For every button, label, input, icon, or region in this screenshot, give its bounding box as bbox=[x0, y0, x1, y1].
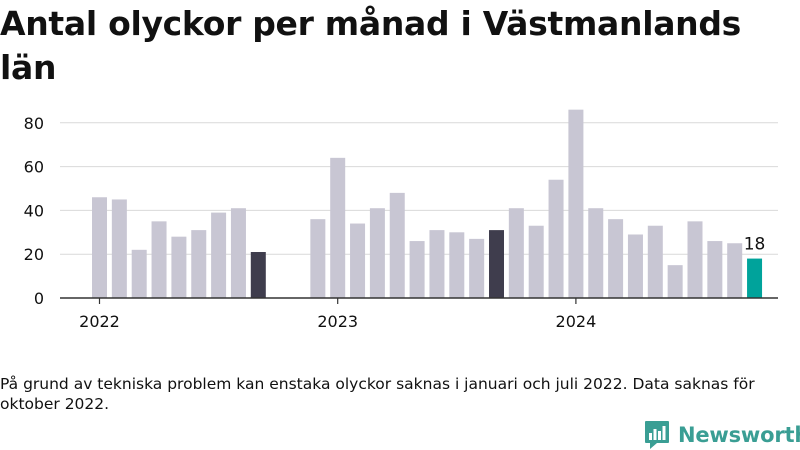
bar bbox=[429, 230, 445, 298]
bar bbox=[111, 199, 127, 298]
y-tick-label: 0 bbox=[34, 289, 44, 308]
bar bbox=[647, 225, 663, 298]
bar-chart: 0 20 40 60 80 2022 2023 2024 18 bbox=[24, 109, 778, 331]
bar bbox=[528, 225, 544, 298]
bar bbox=[608, 219, 624, 298]
bar bbox=[230, 208, 246, 298]
y-tick-label: 60 bbox=[24, 158, 44, 177]
x-tick-label: 2022 bbox=[79, 312, 120, 331]
bar bbox=[131, 249, 147, 298]
bar bbox=[330, 157, 346, 298]
chart-title: Antal olyckor per månad i Västmanlands l… bbox=[0, 4, 742, 87]
footnote: På grund av tekniska problem kan enstaka… bbox=[0, 375, 755, 413]
bar bbox=[92, 197, 107, 298]
bars bbox=[92, 109, 763, 298]
bar bbox=[627, 234, 643, 298]
bar-chart-chat-icon bbox=[645, 421, 669, 449]
bar bbox=[151, 221, 167, 298]
bar bbox=[727, 243, 743, 298]
logo-text: Newsworthy bbox=[678, 423, 800, 447]
data-label: 18 bbox=[744, 235, 766, 255]
bar bbox=[469, 238, 485, 298]
bar bbox=[508, 208, 524, 298]
data-labels: 18 bbox=[744, 235, 766, 255]
x-tick-label: 2024 bbox=[556, 312, 597, 331]
bar bbox=[667, 265, 683, 298]
gridlines bbox=[60, 122, 778, 255]
bar bbox=[747, 258, 763, 298]
bar bbox=[489, 230, 504, 298]
bar bbox=[171, 236, 187, 298]
bar bbox=[409, 241, 425, 298]
bar bbox=[191, 230, 207, 298]
bar bbox=[707, 241, 723, 298]
bar bbox=[211, 212, 227, 298]
bar bbox=[350, 223, 366, 298]
bar bbox=[250, 252, 266, 298]
x-tick-label: 2023 bbox=[317, 312, 358, 331]
y-axis-ticks: 0 20 40 60 80 bbox=[24, 114, 44, 308]
newsworthy-logo: Newsworthy bbox=[644, 420, 800, 450]
bar bbox=[389, 192, 405, 298]
bar bbox=[568, 109, 584, 298]
y-tick-label: 40 bbox=[24, 201, 44, 220]
bar bbox=[548, 179, 564, 298]
bar bbox=[687, 221, 703, 298]
bar bbox=[310, 219, 326, 298]
x-axis-ticks: 2022 2023 2024 bbox=[79, 298, 596, 331]
bar bbox=[588, 208, 604, 298]
bar bbox=[369, 208, 385, 298]
y-tick-label: 20 bbox=[24, 245, 44, 264]
bar bbox=[449, 232, 465, 298]
y-tick-label: 80 bbox=[24, 114, 44, 133]
